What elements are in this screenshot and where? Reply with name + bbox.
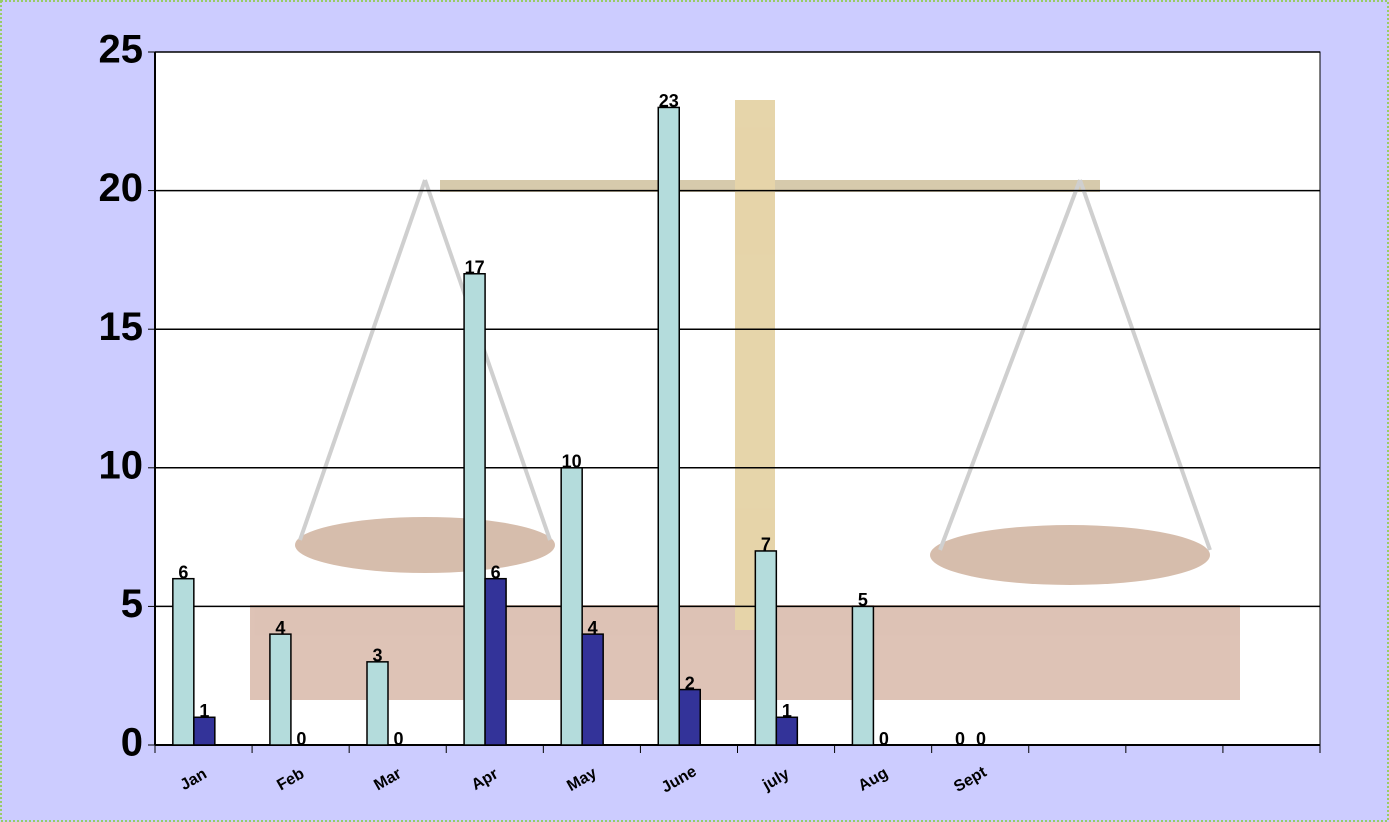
data-label: 3 (372, 646, 382, 666)
bar (560, 467, 583, 746)
bar (269, 633, 292, 746)
data-label: 10 (562, 452, 582, 472)
data-label: 4 (588, 618, 598, 638)
data-label: 0 (393, 729, 403, 749)
plot-area (154, 51, 1321, 746)
data-label: 0 (976, 729, 986, 749)
data-label: 1 (782, 701, 792, 721)
bar (193, 716, 216, 746)
data-label: 0 (955, 729, 965, 749)
y-tick-label: 0 (121, 721, 143, 765)
y-tick-label: 20 (99, 166, 144, 210)
data-label: 7 (761, 535, 771, 555)
bar (754, 550, 778, 746)
background-illustration (250, 100, 1240, 700)
bar (172, 577, 195, 746)
y-tick-label: 15 (99, 305, 144, 349)
data-label: 1 (199, 701, 209, 721)
data-label: 6 (491, 562, 501, 582)
bar (484, 577, 507, 746)
bar (657, 106, 680, 746)
bar (678, 688, 701, 746)
data-label: 2 (685, 673, 695, 693)
data-label: 4 (275, 618, 285, 638)
y-tick-label: 25 (99, 28, 144, 72)
bar (775, 716, 799, 746)
y-tick-label: 5 (121, 582, 143, 626)
bar (366, 661, 389, 746)
bar (851, 605, 875, 746)
data-label: 17 (465, 258, 485, 278)
data-label: 5 (858, 590, 868, 610)
y-tick-label: 10 (99, 443, 144, 487)
data-label: 23 (659, 91, 679, 111)
data-label: 6 (178, 562, 188, 582)
data-label: 0 (879, 729, 889, 749)
data-label: 0 (296, 729, 306, 749)
bar (581, 633, 604, 746)
bar (463, 273, 486, 746)
